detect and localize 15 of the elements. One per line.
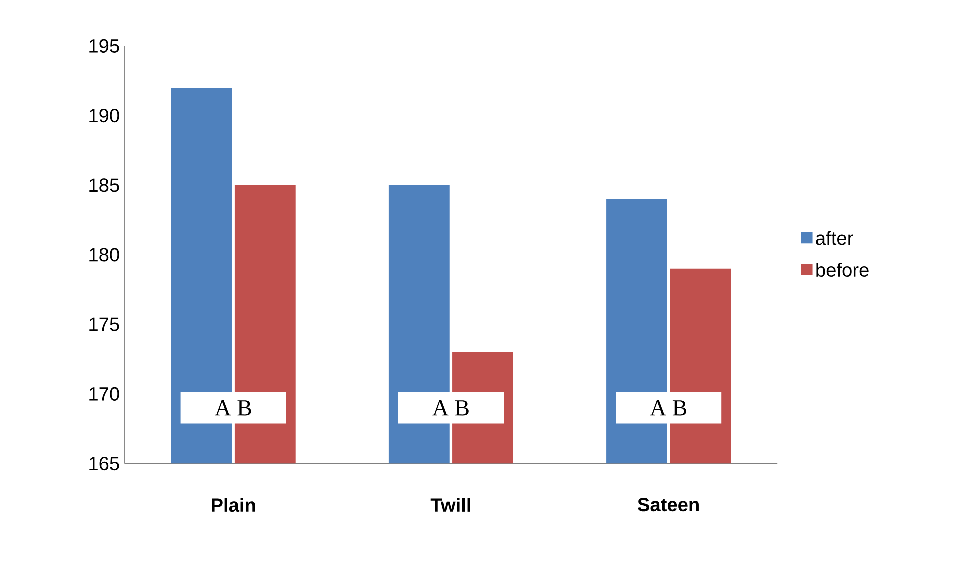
y-tick-label: 165 (90, 457, 120, 471)
y-tick-label: 195 (90, 39, 120, 53)
y-tick-label: 175 (90, 318, 120, 332)
x-tick-label: Plain (212, 498, 256, 512)
annotation: A B (650, 400, 686, 416)
y-tick-label: 180 (90, 248, 120, 262)
y-tick-label: 170 (90, 387, 120, 401)
y-tick-label: 190 (90, 109, 120, 123)
annotation: A B (432, 400, 469, 416)
annotation: A B (215, 400, 252, 416)
y-tick-label: 185 (90, 178, 120, 192)
x-tick-label: Twill (430, 498, 470, 512)
legend-label: after (816, 231, 854, 246)
legend-label: before (816, 262, 869, 278)
x-tick-label: Sateen (638, 498, 699, 512)
